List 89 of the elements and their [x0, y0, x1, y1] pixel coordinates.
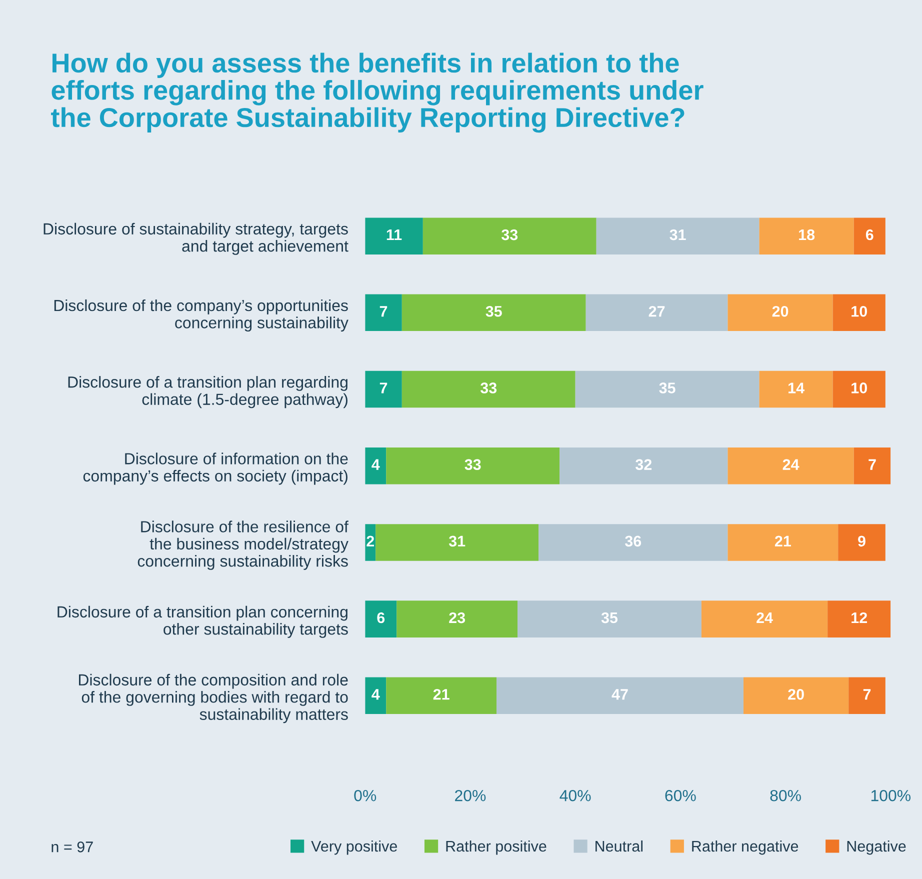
data-label: 33: [464, 459, 481, 470]
x-tick-label: 60%: [665, 790, 696, 802]
y-tick-label: Disclosure of information on the company’s effects on society (impact): [83, 452, 348, 485]
bar: [744, 677, 849, 714]
x-tick-label: 40%: [560, 790, 591, 802]
data-label: 4: [372, 459, 380, 470]
data-label: 6: [377, 612, 385, 624]
legend-label: Rather positive: [446, 840, 546, 855]
y-tick-label: Disclosure of the resilience of the business model/strategy concerning sustainability risks: [138, 520, 348, 570]
data-label: 33: [501, 229, 518, 240]
bar: [759, 370, 833, 408]
bar: [538, 524, 728, 561]
data-label: 35: [659, 382, 676, 394]
bar: [386, 447, 560, 484]
legend-label: Rather negative: [692, 840, 798, 855]
bar: [365, 600, 397, 638]
data-label: 31: [448, 536, 466, 547]
bar: [365, 677, 386, 714]
bar: [848, 677, 886, 714]
bar: [854, 218, 886, 254]
y-tick-label: Disclosure of sustainability strategy, targets and target achievement: [44, 222, 348, 255]
data-label: 23: [449, 612, 466, 624]
bar: [402, 294, 586, 332]
data-label: 35: [486, 306, 502, 317]
x-tick-label: 0%: [354, 790, 376, 802]
data-label: 32: [636, 459, 652, 470]
chart-title: How do you assess the benefits in relation to the efforts regarding the following requirements under the Corporate Sustainability Reporting Directive?: [51, 52, 704, 133]
bar: [728, 524, 838, 561]
y-tick-label: Disclosure of a transition plan concerning other sustainability targets: [58, 606, 348, 638]
bar: [586, 294, 728, 332]
bar: [386, 677, 496, 714]
bar: [854, 447, 891, 484]
data-label: 7: [868, 459, 876, 470]
data-label: 7: [380, 306, 388, 317]
bar: [365, 294, 402, 332]
data-label: 27: [648, 306, 665, 317]
data-label: 2: [366, 536, 374, 546]
bar: [422, 218, 596, 254]
data-label: 14: [788, 382, 804, 394]
data-label: 10: [852, 382, 867, 394]
data-label: 6: [866, 229, 874, 240]
x-tick-label: 100%: [871, 790, 911, 802]
bar: [518, 600, 702, 638]
data-label: 36: [624, 536, 642, 547]
bar: [402, 370, 576, 408]
data-label: 18: [799, 229, 815, 240]
y-tick-label: Disclosure of a transition plan regarding climate (1.5-degree pathway): [68, 376, 348, 408]
data-label: 7: [863, 689, 871, 700]
data-label: 33: [480, 382, 497, 394]
bar: [575, 370, 760, 408]
x-tick-label: 80%: [770, 790, 801, 802]
data-label: 21: [774, 536, 791, 546]
bar: [838, 524, 886, 561]
data-label: 11: [386, 230, 402, 240]
data-label: 35: [601, 612, 618, 624]
data-label: 10: [852, 306, 867, 317]
bar: [365, 370, 402, 408]
legend-label: Negative: [847, 840, 906, 855]
bar: [365, 218, 423, 254]
data-label: 24: [756, 612, 773, 624]
bar: [728, 294, 833, 332]
y-tick-label: Disclosure of the composition and role of the governing bodies with regard to sustainability matters: [78, 674, 348, 724]
text: n = 97: [52, 842, 93, 852]
bar: [496, 677, 744, 714]
data-label: 20: [788, 688, 804, 700]
bar: [832, 370, 886, 408]
bar: [828, 600, 891, 638]
data-label: 4: [372, 689, 380, 700]
bar: [365, 447, 386, 484]
bar: [376, 524, 539, 561]
bar: [560, 447, 728, 484]
bar: [596, 218, 760, 254]
legend-label: Very positive: [311, 840, 397, 855]
data-label: 7: [380, 382, 388, 394]
bar: [701, 600, 828, 638]
bar: [759, 218, 854, 254]
bar: [728, 447, 854, 484]
x-tick-label: 20%: [455, 790, 486, 802]
data-label: 47: [612, 689, 628, 700]
data-label: 24: [782, 459, 800, 470]
y-tick-label: Disclosure of the company’s opportunities concerning sustainability: [54, 299, 348, 332]
data-label: 31: [670, 229, 686, 240]
data-label: 9: [858, 536, 866, 547]
legend-label: Neutral: [596, 840, 643, 852]
data-label: 21: [433, 688, 450, 700]
bar: [396, 600, 518, 638]
data-label: 20: [772, 306, 788, 317]
bar: [832, 294, 886, 332]
data-label: 12: [852, 612, 868, 624]
